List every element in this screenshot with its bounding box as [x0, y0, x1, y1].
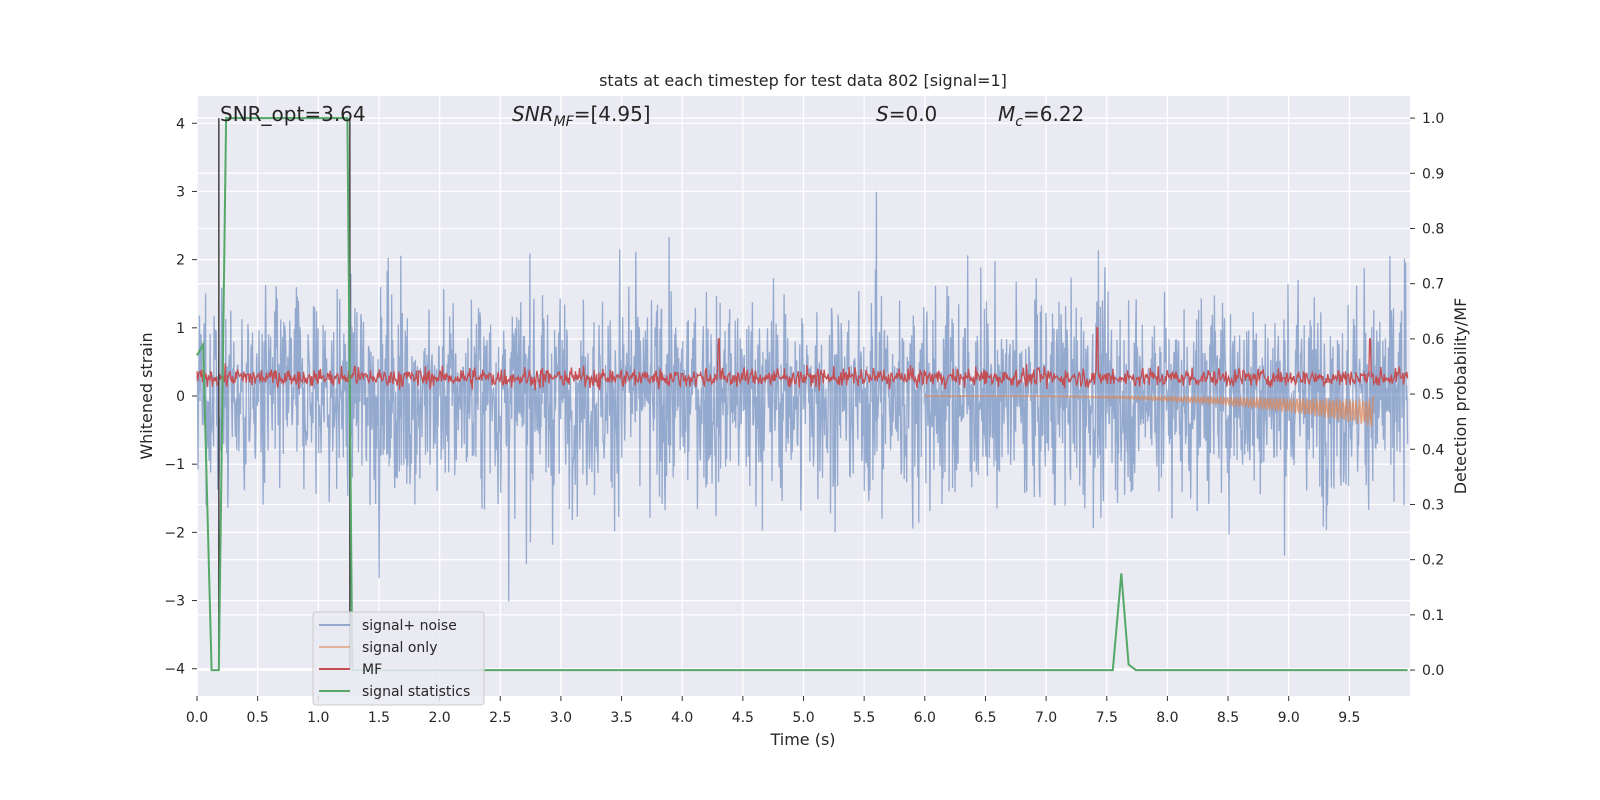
chart-title: stats at each timestep for test data 802… — [599, 71, 1007, 90]
x-axis-label: Time (s) — [769, 730, 835, 749]
y-tick-label: −2 — [164, 525, 185, 541]
y-tick-label: −1 — [164, 457, 185, 473]
y2-tick-label: 1.0 — [1422, 111, 1444, 127]
y2-tick-label: 0.4 — [1422, 442, 1444, 458]
y-tick-label: 2 — [176, 253, 185, 269]
annotation-mc: Mc=6.22 — [998, 102, 1084, 130]
x-tick-label: 8.0 — [1156, 710, 1178, 726]
y2-tick-label: 0.7 — [1422, 277, 1444, 293]
x-tick-label: 7.5 — [1096, 710, 1118, 726]
y2-tick-label: 0.0 — [1422, 663, 1444, 679]
y-tick-label: −4 — [164, 662, 185, 678]
y2-tick-label: 0.5 — [1422, 387, 1444, 403]
x-tick-label: 4.5 — [732, 710, 754, 726]
y2-tick-label: 0.3 — [1422, 497, 1444, 513]
y-tick-label: 0 — [176, 389, 185, 405]
x-tick-label: 4.0 — [671, 710, 693, 726]
legend: signal+ noise signal only MF signal stat… — [313, 612, 484, 705]
x-tick-label: 0.0 — [186, 710, 208, 726]
legend-label-mf: MF — [362, 662, 382, 678]
annotation-snr-opt: SNR_opt=3.64 — [220, 102, 366, 126]
x-tick-label: 9.0 — [1278, 710, 1300, 726]
y2-axis-label: Detection probability/MF — [1451, 298, 1470, 495]
x-tick-label: 8.5 — [1217, 710, 1239, 726]
annotation-snr-mf: SNRMF=[4.95] — [512, 102, 651, 130]
x-tick-label: 3.5 — [610, 710, 632, 726]
y2-tick-label: 0.1 — [1422, 608, 1444, 624]
legend-label-signal-only: signal only — [362, 640, 437, 656]
x-tick-label: 9.5 — [1338, 710, 1360, 726]
y-axis-label: Whitened strain — [137, 332, 156, 459]
y-tick-label: 1 — [176, 321, 185, 337]
y2-tick-label: 0.9 — [1422, 166, 1444, 182]
y2-tick-label: 0.8 — [1422, 221, 1444, 237]
y2-tick-label: 0.2 — [1422, 553, 1444, 569]
legend-label-signal-noise: signal+ noise — [362, 618, 457, 634]
x-tick-label: 0.5 — [247, 710, 269, 726]
x-tick-label: 3.0 — [550, 710, 572, 726]
y-tick-label: 3 — [176, 184, 185, 200]
y-tick-label: 4 — [176, 116, 185, 132]
chart-canvas: 0.0 0.5 1.0 1.5 2.0 2.5 3.0 3.5 4.0 4.5 5.0 5.5 6.0 6… — [0, 0, 1600, 800]
x-tick-label: 5.0 — [792, 710, 814, 726]
y-tick-label: −3 — [164, 594, 185, 610]
legend-label-signal-statistics: signal statistics — [362, 684, 470, 700]
x-tick-label: 2.0 — [428, 710, 450, 726]
x-tick-label: 1.0 — [307, 710, 329, 726]
x-tick-label: 1.5 — [368, 710, 390, 726]
x-tick-label: 6.0 — [914, 710, 936, 726]
x-tick-label: 7.0 — [1035, 710, 1057, 726]
x-tick-label: 6.5 — [974, 710, 996, 726]
y2-tick-label: 0.6 — [1422, 332, 1444, 348]
x-tick-label: 5.5 — [853, 710, 875, 726]
annotation-s: S=0.0 — [876, 102, 937, 126]
x-tick-label: 2.5 — [489, 710, 511, 726]
